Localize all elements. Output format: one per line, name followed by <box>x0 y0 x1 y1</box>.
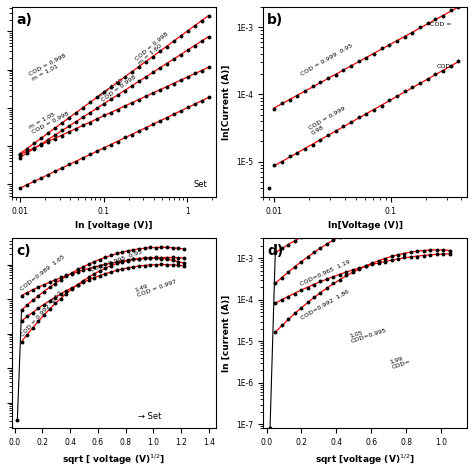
Text: c): c) <box>16 244 30 258</box>
Text: Set: Set <box>194 180 208 189</box>
Text: COD = 0.999  0.95: COD = 0.999 0.95 <box>300 43 354 77</box>
Text: COD=0.989  1.65: COD=0.989 1.65 <box>20 254 66 292</box>
Text: COD =: COD = <box>430 22 452 27</box>
Text: a): a) <box>16 13 32 27</box>
Text: COD=0.965  1.19: COD=0.965 1.19 <box>300 259 352 286</box>
Text: m = 1.05
COD = 0.998: m = 1.05 COD = 0.998 <box>28 107 70 136</box>
Y-axis label: ln[Current (A)]: ln[Current (A)] <box>222 64 231 139</box>
X-axis label: ln[Voltage (V)]: ln[Voltage (V)] <box>328 221 402 230</box>
X-axis label: sqrt [ voltage (V)$^{1/2}$]: sqrt [ voltage (V)$^{1/2}$] <box>63 453 165 467</box>
Text: COD = 0.998
m = 1.60: COD = 0.998 m = 1.60 <box>134 31 173 66</box>
X-axis label: sqrt [voltage (V)$^{1/2}$]: sqrt [voltage (V)$^{1/2}$] <box>315 453 415 467</box>
Text: COD=0.992  1.86: COD=0.992 1.86 <box>300 289 350 321</box>
Text: 1.49
COD = 0.997: 1.49 COD = 0.997 <box>134 274 177 298</box>
Text: m = 1.40
COD = 0.998: m = 1.40 COD = 0.998 <box>98 70 137 103</box>
Text: 1.05
COD=0.995: 1.05 COD=0.995 <box>349 322 388 344</box>
Text: b): b) <box>267 13 283 27</box>
Y-axis label: ln [current (A)]: ln [current (A)] <box>222 295 231 372</box>
Text: 1.99
COD=: 1.99 COD= <box>390 354 411 370</box>
Text: → Set: → Set <box>138 412 162 421</box>
Text: d): d) <box>267 244 283 258</box>
Text: COD = 0.992  2.52: COD = 0.992 2.52 <box>20 291 64 338</box>
Text: COD = 0.999
0.98: COD = 0.999 0.98 <box>308 106 349 136</box>
Text: COD: COD <box>437 64 451 69</box>
Text: COD = 0.998
m = 1.01: COD = 0.998 m = 1.01 <box>28 53 70 82</box>
X-axis label: ln [voltage (V)]: ln [voltage (V)] <box>75 221 153 230</box>
Text: COD=0.995  0.95: COD=0.995 0.95 <box>89 249 143 273</box>
